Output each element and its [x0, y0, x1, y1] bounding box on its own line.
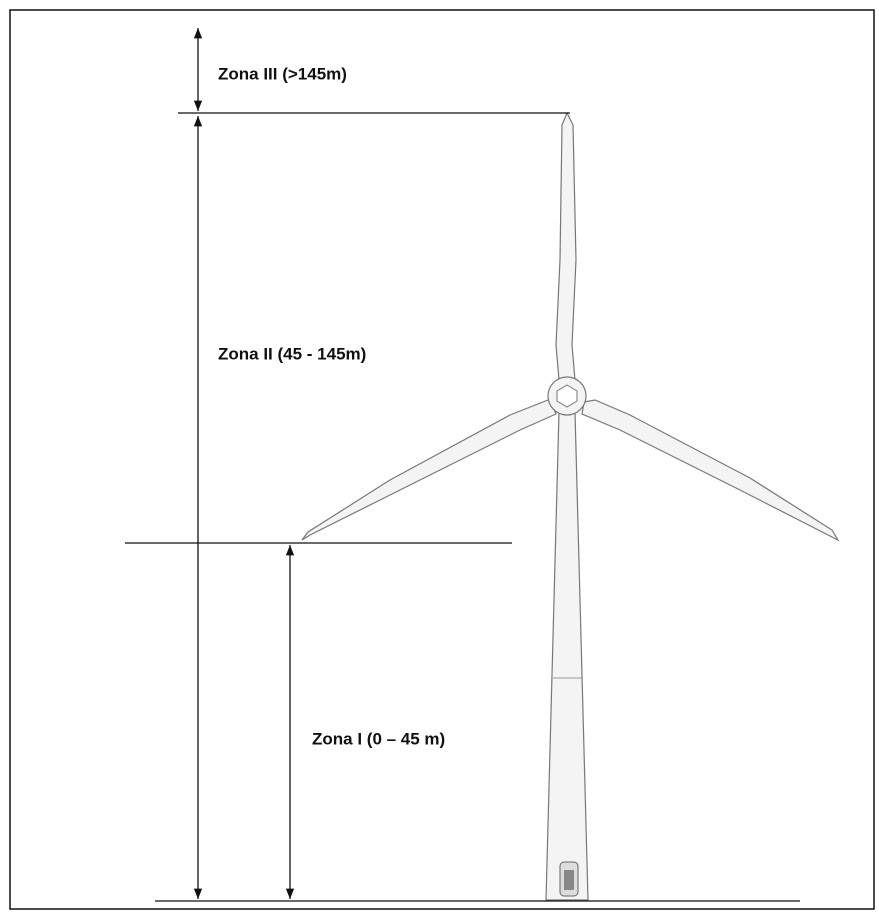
zone-label: Zona III (>145m): [218, 64, 347, 83]
zone-label: Zona I (0 – 45 m): [312, 729, 445, 748]
wind-turbine: [301, 111, 840, 901]
zone-label: Zona II (45 - 145m): [218, 344, 366, 363]
frame: [9, 9, 875, 910]
